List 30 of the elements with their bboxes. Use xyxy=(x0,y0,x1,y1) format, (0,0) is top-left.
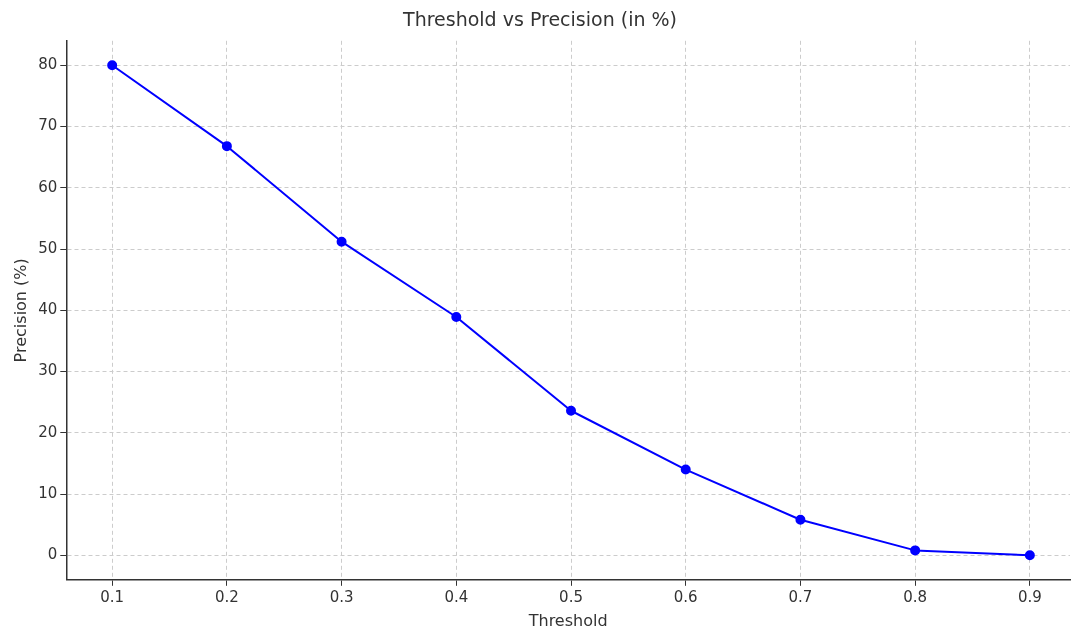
x-tick-label: 0.4 xyxy=(444,587,469,606)
x-tick-label: 0.8 xyxy=(903,587,928,606)
y-tick-label: 40 xyxy=(38,300,58,319)
point xyxy=(795,514,806,525)
point xyxy=(1024,550,1035,561)
y-tick-label: 70 xyxy=(38,116,58,135)
x-tick-label: 0.6 xyxy=(673,587,698,606)
chart-title: Threshold vs Precision (in %) xyxy=(402,8,677,31)
x-tick-label: 0.1 xyxy=(100,587,125,606)
x-tick-label: 0.5 xyxy=(559,587,583,606)
x-tick-label: 0.9 xyxy=(1017,587,1042,606)
x-tick-label: 0.3 xyxy=(329,587,354,606)
y-tick-label: 0 xyxy=(47,545,58,564)
y-tick-label: 60 xyxy=(38,177,58,196)
point xyxy=(107,60,118,71)
point xyxy=(221,141,232,152)
point xyxy=(336,236,347,247)
y-tick-label: 30 xyxy=(38,361,58,380)
y-tick-label: 10 xyxy=(38,483,58,502)
point xyxy=(680,464,691,475)
point xyxy=(451,312,462,323)
y-tick-label: 50 xyxy=(38,238,58,257)
y-tick-label: 20 xyxy=(38,422,58,441)
point xyxy=(566,405,577,416)
y-axis-title: Precision (%) xyxy=(10,258,30,363)
y-tick-label: 80 xyxy=(38,55,58,74)
point xyxy=(910,545,921,556)
x-axis-title: Threshold xyxy=(527,610,608,630)
x-tick-label: 0.2 xyxy=(214,587,239,606)
x-tick-label: 0.7 xyxy=(788,587,813,606)
